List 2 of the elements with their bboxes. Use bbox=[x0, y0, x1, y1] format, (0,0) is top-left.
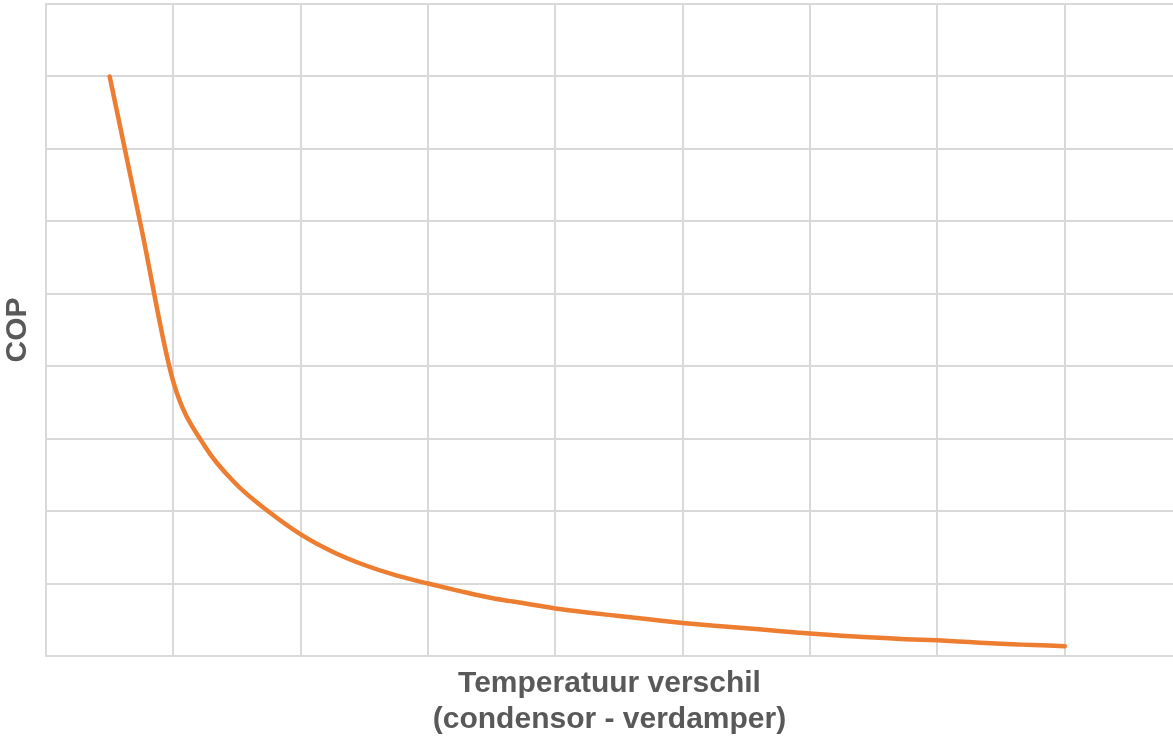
y-axis-title: COP bbox=[0, 297, 33, 363]
x-axis-title: Temperatuur verschil (condensor - verdamper) bbox=[432, 665, 787, 735]
